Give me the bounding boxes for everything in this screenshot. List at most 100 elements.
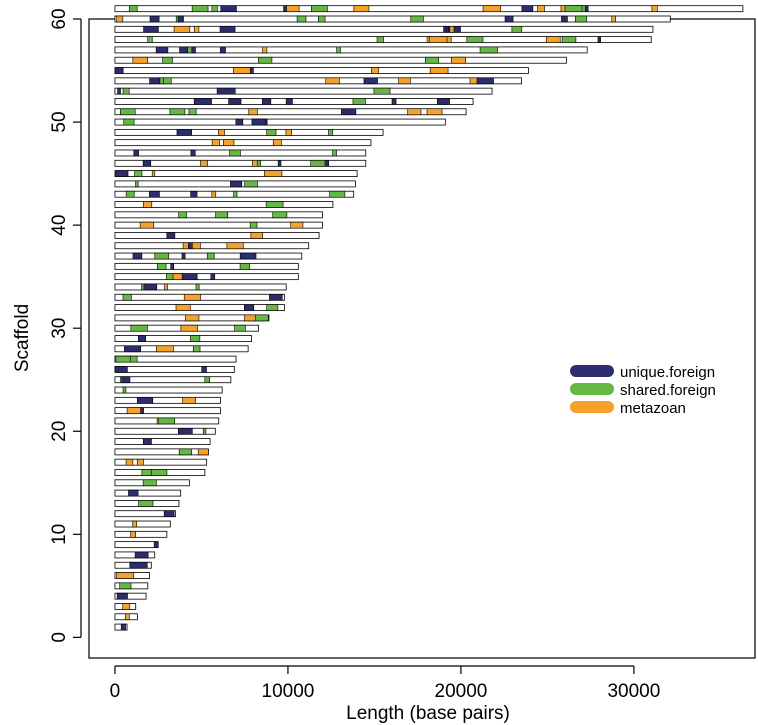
feature-segment xyxy=(134,170,143,177)
feature-segment xyxy=(151,170,156,177)
feature-segment xyxy=(235,118,244,126)
feature-segment xyxy=(120,623,126,631)
feature-segment xyxy=(122,293,132,301)
feature-segment xyxy=(251,118,267,126)
x-axis: 0 10000 20000 30000 xyxy=(110,665,660,702)
feature-segment xyxy=(234,324,246,332)
scaffold-bar xyxy=(114,159,367,167)
feature-segment xyxy=(244,180,258,188)
feature-segment xyxy=(233,67,251,74)
scaffold-bar xyxy=(114,283,287,291)
feature-segment xyxy=(407,108,422,116)
feature-segment xyxy=(504,15,514,23)
scaffold-bar xyxy=(114,510,176,518)
y-axis: 0 10 20 30 40 50 60 xyxy=(49,8,82,643)
feature-segment xyxy=(328,129,334,136)
feature-segment xyxy=(211,5,218,12)
x-tick-label: 30000 xyxy=(607,681,660,702)
feature-segment xyxy=(142,159,152,167)
feature-segment xyxy=(181,273,198,280)
feature-segment xyxy=(115,355,131,363)
feature-segment xyxy=(170,263,175,270)
feature-segment xyxy=(564,5,583,12)
legend-label: metazoan xyxy=(620,400,686,417)
y-tick-label: 40 xyxy=(49,215,70,236)
feature-segment xyxy=(190,190,198,198)
feature-segment xyxy=(476,77,494,85)
feature-segment xyxy=(210,273,216,280)
feature-segment xyxy=(132,252,143,260)
feature-segment xyxy=(122,386,127,394)
feature-segment xyxy=(482,5,502,12)
scaffold-bar xyxy=(114,520,171,528)
scaffold-bar xyxy=(114,458,208,466)
feature-segment xyxy=(363,77,378,85)
feature-segment xyxy=(149,77,161,85)
x-axis-title: Length (base pairs) xyxy=(346,703,510,724)
feature-segment xyxy=(142,438,152,445)
scaffold-bar xyxy=(114,128,384,136)
scaffold-bar xyxy=(114,541,159,549)
feature-segment xyxy=(120,108,136,116)
feature-segment xyxy=(128,5,138,12)
feature-segment xyxy=(193,98,212,105)
feature-segment xyxy=(436,98,450,105)
feature-segment xyxy=(163,77,172,85)
feature-segment xyxy=(262,46,268,54)
feature-segment xyxy=(449,26,455,33)
scaffold-bar xyxy=(114,46,588,54)
feature-segment xyxy=(172,273,183,280)
scaffold-bar xyxy=(114,5,744,13)
feature-segment xyxy=(177,15,183,23)
feature-segment xyxy=(597,36,601,43)
feature-segment xyxy=(121,376,131,384)
feature-segment xyxy=(269,293,283,301)
feature-segment xyxy=(332,149,337,157)
feature-segment xyxy=(123,118,135,126)
feature-segment xyxy=(218,129,225,136)
feature-segment xyxy=(143,26,159,33)
feature-segment xyxy=(296,15,307,23)
feature-segment xyxy=(180,324,198,332)
feature-segment xyxy=(182,397,196,404)
feature-segment xyxy=(126,407,143,414)
feature-segments xyxy=(114,5,658,631)
scaffold-bar xyxy=(114,376,232,384)
feature-segment xyxy=(426,108,443,116)
feature-segment xyxy=(239,263,251,270)
scaffold-bar xyxy=(114,232,320,239)
feature-segment xyxy=(272,139,282,146)
scaffold-bar xyxy=(114,118,446,126)
feature-segment xyxy=(229,149,241,157)
feature-segment xyxy=(141,469,152,476)
feature-segment xyxy=(150,469,168,476)
feature-segment xyxy=(244,314,256,322)
feature-segment xyxy=(521,5,534,12)
feature-segment xyxy=(115,170,129,177)
feature-segment xyxy=(329,190,346,198)
feature-segment xyxy=(202,427,207,435)
y-tick-label: 60 xyxy=(49,8,70,29)
feature-segment xyxy=(115,67,124,74)
feature-segment xyxy=(156,345,174,353)
feature-segment xyxy=(190,335,201,342)
feature-segment xyxy=(220,5,237,12)
feature-segment xyxy=(317,15,326,23)
y-tick-label: 20 xyxy=(49,421,70,442)
feature-segment xyxy=(163,510,175,518)
scaffold-bar xyxy=(114,335,253,342)
feature-segment xyxy=(451,56,466,64)
feature-segment xyxy=(258,56,273,64)
feature-segment xyxy=(651,5,658,12)
feature-segment xyxy=(138,500,154,507)
feature-segment xyxy=(215,211,229,219)
feature-segment xyxy=(169,108,186,116)
feature-segment xyxy=(149,190,160,198)
feature-segment xyxy=(136,458,144,466)
feature-segment xyxy=(398,77,411,85)
feature-segment xyxy=(469,77,478,85)
feature-segment xyxy=(239,252,257,260)
feature-segment xyxy=(336,46,341,54)
feature-segment xyxy=(139,221,155,229)
scaffold-bar xyxy=(114,366,235,373)
